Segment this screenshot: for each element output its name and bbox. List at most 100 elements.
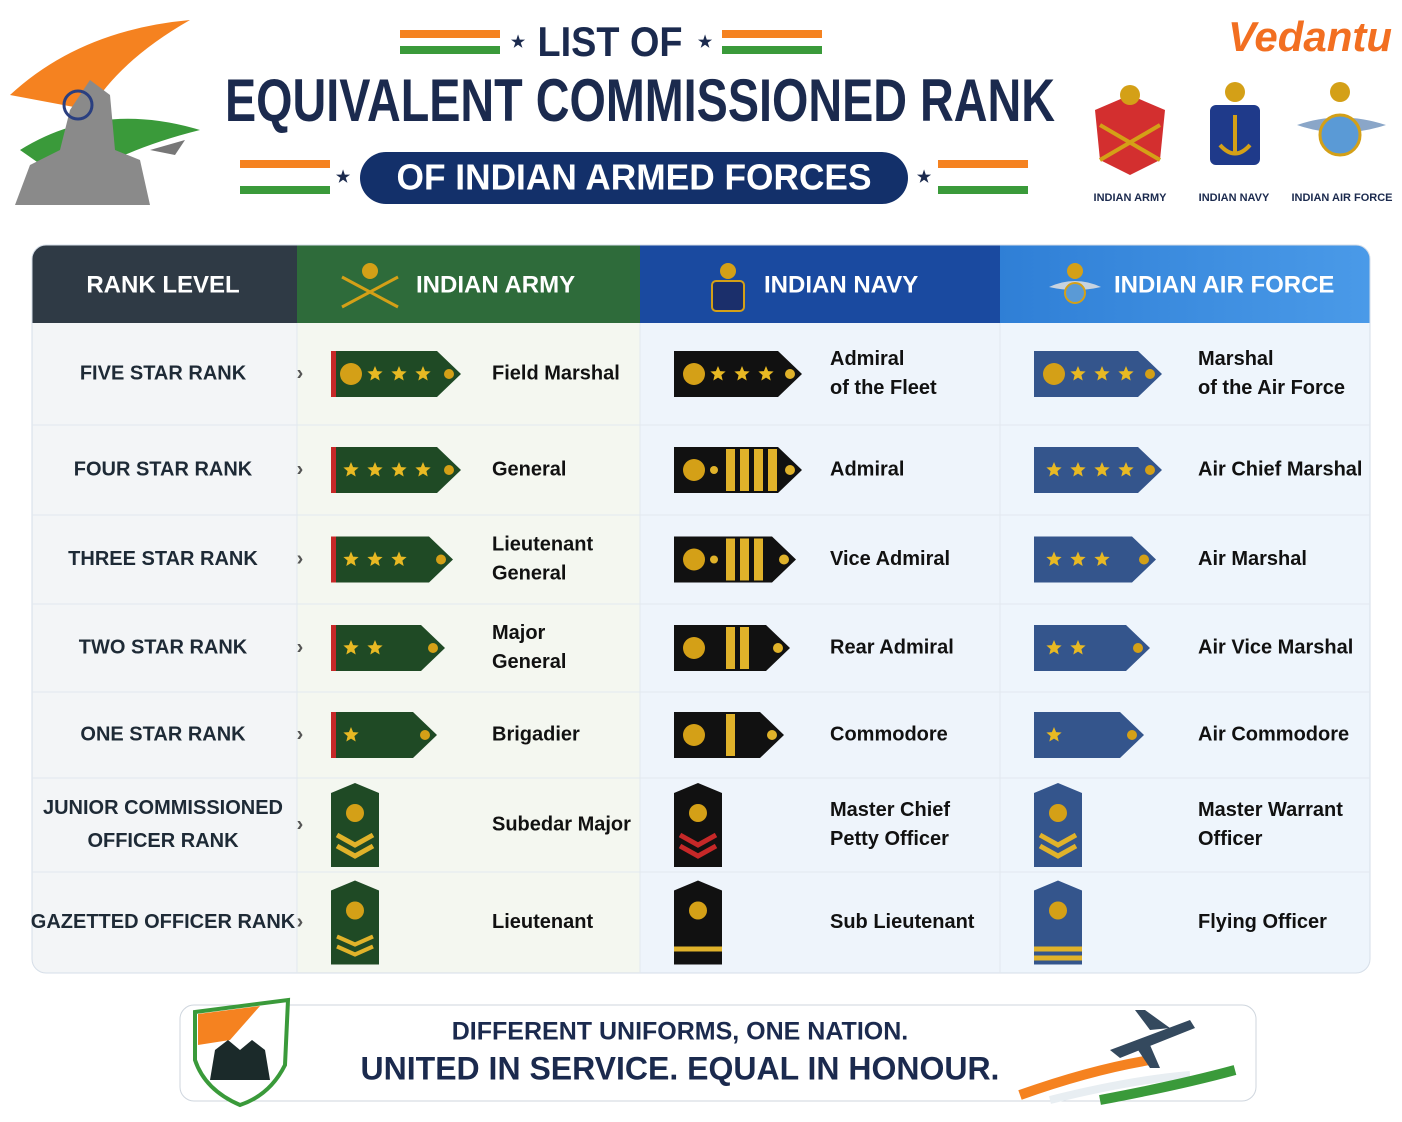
- cell-text: Sub Lieutenant: [830, 911, 975, 933]
- cell-text: Air Marshal: [1198, 548, 1307, 570]
- insignia: [674, 625, 790, 671]
- star: [1118, 366, 1134, 381]
- stripe: [768, 449, 777, 491]
- cell-text: Admiral: [830, 458, 904, 480]
- icon: [1067, 263, 1083, 279]
- emblem-label: INDIAN NAVY: [1199, 192, 1270, 204]
- star: [1094, 551, 1110, 566]
- cell-text: Master Warrant: [1198, 799, 1343, 821]
- insignia: [674, 880, 722, 965]
- button: [1133, 643, 1143, 653]
- cell-text: Air Vice Marshal: [1198, 636, 1353, 658]
- crest: [683, 363, 705, 385]
- cell-text: Commodore: [830, 723, 948, 745]
- star: [734, 366, 750, 381]
- insignia: [1034, 447, 1162, 493]
- chevron: [1038, 843, 1078, 859]
- cell-text: Officer: [1198, 828, 1263, 850]
- stripe: [726, 449, 735, 491]
- button: [444, 369, 454, 379]
- cell-text: OFFICER RANK: [87, 830, 239, 852]
- brand-logo: Vedantu: [1228, 13, 1392, 60]
- button: [436, 554, 446, 565]
- crest: [683, 637, 705, 659]
- column-header: RANK LEVEL: [86, 271, 239, 298]
- insignia: [1034, 783, 1082, 867]
- cell-text: FIVE STAR RANK: [80, 362, 247, 384]
- button: [444, 465, 454, 475]
- cell-text: General: [492, 458, 566, 480]
- emblem-art: [1095, 82, 1386, 175]
- insignia: [331, 351, 461, 397]
- stripes: ★ ★ ★ ★: [240, 30, 1028, 194]
- table-border: [31, 244, 1371, 974]
- insignia: [1034, 625, 1150, 671]
- insignia: [1034, 880, 1082, 965]
- svg-text:★: ★: [511, 34, 526, 51]
- cell-text: Master Chief: [830, 799, 950, 821]
- cell-text: General: [492, 651, 566, 673]
- cell-text: Lieutenant: [492, 911, 593, 933]
- star: [391, 551, 407, 566]
- stripe: [740, 449, 749, 491]
- chevron: [335, 832, 375, 848]
- insignia: [331, 447, 461, 493]
- title-line1: LIST OF: [538, 18, 683, 65]
- cell-text: Lieutenant: [492, 533, 593, 555]
- crest: [683, 459, 705, 481]
- star: [367, 366, 383, 381]
- cell-text: ONE STAR RANK: [80, 723, 246, 745]
- star: [1118, 462, 1134, 477]
- insignia: [331, 783, 379, 867]
- cell-text: FOUR STAR RANK: [74, 458, 253, 480]
- crest: [689, 901, 707, 920]
- board-edge: [331, 447, 336, 493]
- cell-text: General: [492, 562, 566, 584]
- cell-text: Rear Admiral: [830, 636, 954, 658]
- chevron: [335, 843, 375, 859]
- epaulette: [1034, 880, 1082, 965]
- footer-line1: DIFFERENT UNIFORMS, ONE NATION.: [452, 1018, 908, 1046]
- star: [343, 727, 359, 742]
- cell-text: Petty Officer: [830, 828, 949, 850]
- star: [343, 551, 359, 566]
- crest: [683, 724, 705, 746]
- star: [1046, 727, 1062, 742]
- crest: [346, 804, 364, 822]
- board-edge: [331, 536, 336, 583]
- star: [1046, 640, 1062, 655]
- stripe: [726, 538, 735, 581]
- subtitle: OF INDIAN ARMED FORCES: [397, 157, 872, 198]
- button: [1139, 554, 1149, 565]
- icon: [720, 263, 736, 279]
- board-edge: [331, 712, 336, 758]
- anchor: [710, 555, 718, 564]
- icon: [711, 280, 745, 312]
- emblem-label: INDIAN AIR FORCE: [1291, 192, 1392, 204]
- table: RANK LEVEL INDIAN ARMY INDIAN NAVY INDIAN A…: [31, 263, 1370, 973]
- star: [367, 640, 383, 655]
- cell-text: Marshal: [1198, 348, 1274, 370]
- button: [1145, 369, 1155, 379]
- star: [391, 366, 407, 381]
- column-header: INDIAN ARMY: [416, 271, 575, 298]
- insignia: [674, 351, 802, 397]
- cell-text: of the Air Force: [1198, 377, 1345, 399]
- board: [1034, 625, 1150, 671]
- cell-text: Subedar Major: [492, 813, 631, 835]
- svg-text:★: ★: [698, 34, 713, 51]
- epaulette: [331, 880, 379, 965]
- icon: [1064, 282, 1086, 304]
- column-header: INDIAN AIR FORCE: [1114, 271, 1334, 298]
- cell-text: Field Marshal: [492, 362, 620, 384]
- crest: [689, 804, 707, 822]
- subtitle-pill: [360, 152, 908, 204]
- svg-text:★: ★: [917, 169, 932, 186]
- crest: [1049, 804, 1067, 822]
- crest: [1049, 901, 1067, 920]
- insignia: [1034, 536, 1156, 583]
- board-edge: [331, 351, 336, 397]
- column-header: INDIAN NAVY: [764, 271, 918, 298]
- button: [785, 369, 795, 379]
